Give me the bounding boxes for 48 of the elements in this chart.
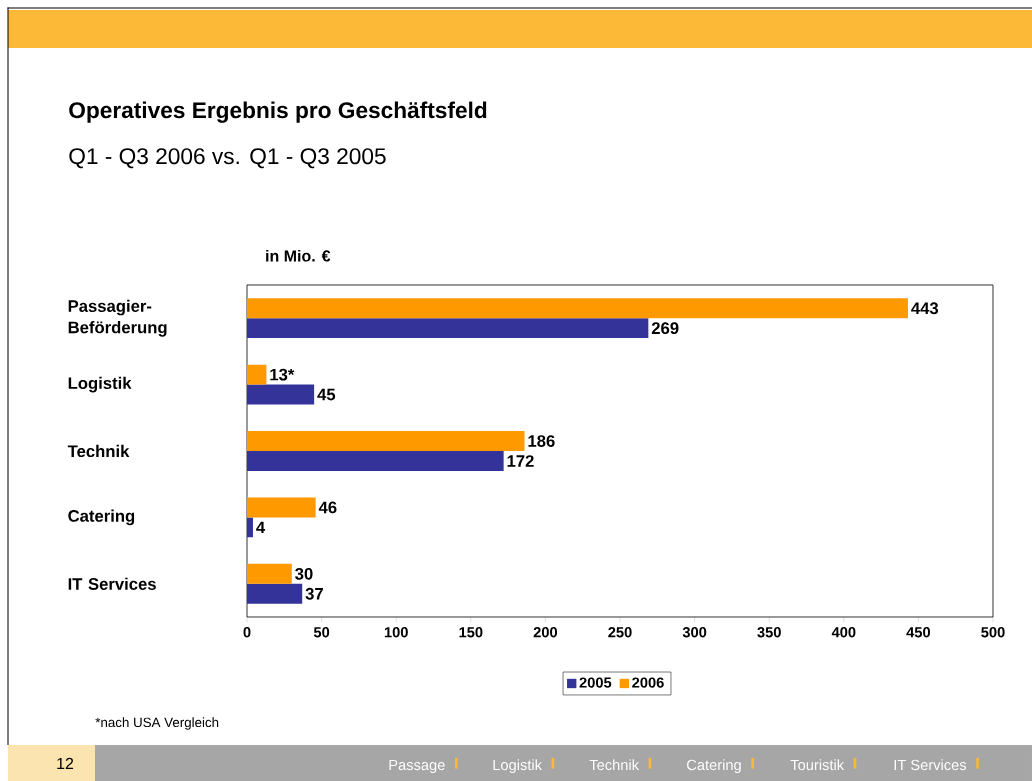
chart-subtitle: Q1 - Q3 2006 vs. Q1 - Q3 2005 [69, 148, 386, 169]
bar [247, 431, 525, 451]
text: Passage [389, 759, 445, 774]
y-tick-label: Logistik [68, 376, 132, 393]
data-label: 45 [317, 388, 336, 401]
data-label: 186 [528, 435, 555, 447]
text: IT Services [894, 759, 967, 771]
legend-label: 2006 [632, 677, 664, 688]
x-tick-label: 50 [313, 627, 330, 638]
x-axis-title: in Mio. € [266, 249, 331, 262]
text: Touristik [790, 759, 845, 771]
data-label: 46 [318, 501, 337, 514]
x-tick-label: 500 [981, 627, 1005, 638]
text: Logistik [493, 759, 543, 774]
text: Catering [687, 759, 741, 774]
data-label: 13* [270, 368, 295, 381]
bar [247, 384, 315, 405]
bar [247, 318, 649, 339]
data-label: 37 [305, 587, 323, 600]
y-tick-label: Technik [67, 444, 130, 458]
x-tick-label: 0 [243, 627, 251, 638]
x-tick-label: 200 [533, 627, 558, 638]
x-tick-label: 400 [831, 627, 856, 638]
bar [247, 583, 303, 604]
text: *nach USA Vergleich [95, 717, 219, 730]
x-tick-label: 100 [384, 627, 408, 638]
legend-label: 2005 [579, 677, 612, 688]
y-tick-label: IT Services [68, 577, 156, 590]
y-tick-label: Passagier-Beförderung [68, 299, 167, 337]
chart-title: Operatives Ergebnis pro Geschäftsfeld [69, 101, 487, 123]
x-tick-label: 350 [757, 627, 781, 638]
x-tick-label: 300 [682, 627, 707, 638]
y-tick-label: Catering [68, 509, 135, 526]
data-label: 269 [651, 322, 679, 335]
bar [247, 364, 267, 385]
x-tick-label: 150 [459, 627, 483, 638]
data-label: 4 [256, 521, 266, 534]
bar [247, 450, 504, 471]
data-label: 172 [507, 455, 534, 467]
text: 12 [57, 757, 74, 769]
x-tick-label: 450 [906, 627, 931, 638]
bar [247, 497, 316, 518]
bar [247, 563, 292, 584]
data-label: 30 [295, 567, 313, 580]
bar [247, 298, 908, 319]
x-tick-label: 250 [608, 627, 632, 638]
text: Technik [589, 759, 640, 771]
data-label: 443 [911, 302, 939, 315]
